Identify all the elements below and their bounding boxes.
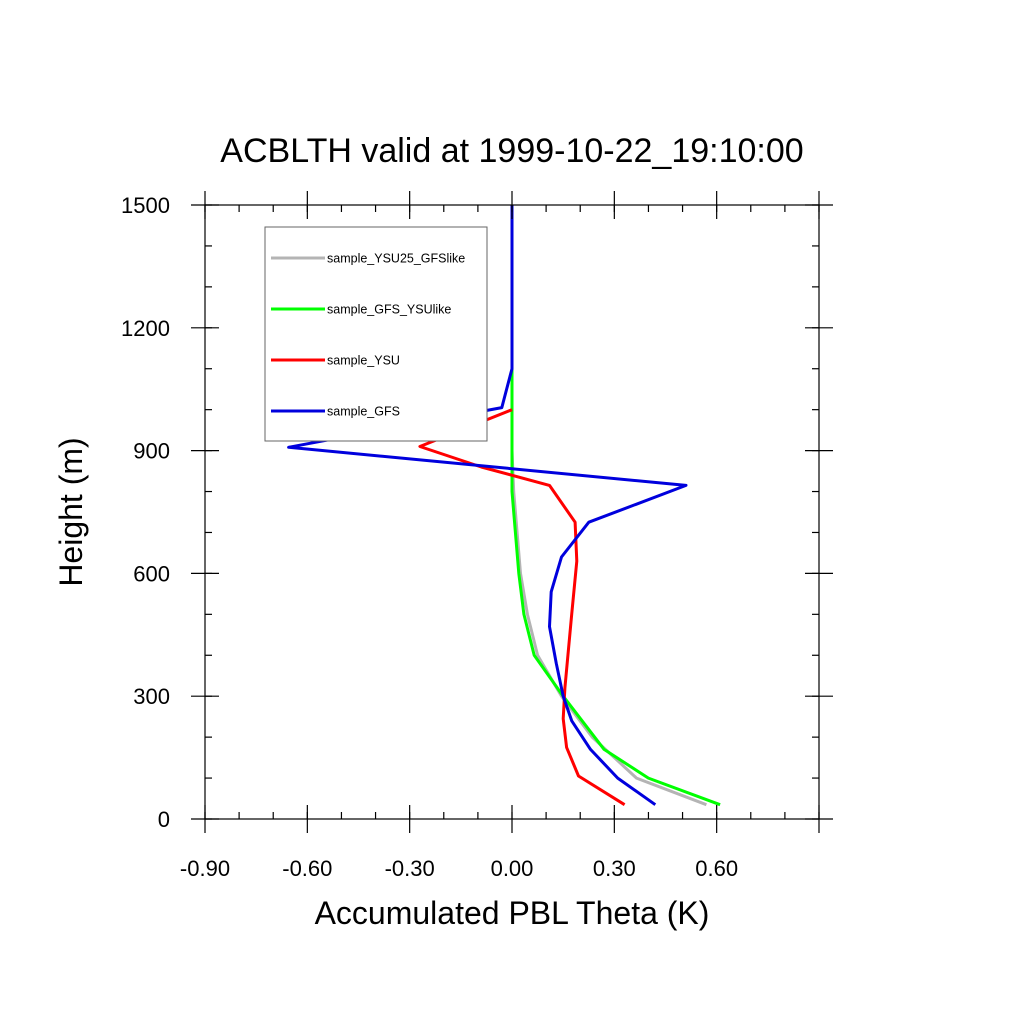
x-tick-label: 0.30 <box>593 856 636 881</box>
x-tick-label: -0.60 <box>282 856 332 881</box>
x-tick-label: 0.60 <box>695 856 738 881</box>
legend-label: sample_GFS_YSUlike <box>327 303 451 317</box>
legend: sample_YSU25_GFSlike sample_GFS_YSUlikesa… <box>264 226 488 442</box>
y-axis-label: Height (m) <box>53 437 89 586</box>
axis-ticks: -0.90 -0.60 -0.30 0.00 0.30 0.60 0 300 600 900 120… <box>121 191 833 881</box>
x-axis-label: Accumulated PBL Theta (K) <box>315 895 710 931</box>
x-tick-label: 0.00 <box>491 856 534 881</box>
x-tick-label: -0.30 <box>385 856 435 881</box>
series-line-sample_GFS_YSUlike <box>510 205 721 807</box>
y-tick-label: 900 <box>133 439 170 464</box>
series-line-sample_YSU25_GFSlike <box>510 205 707 807</box>
legend-label: sample_YSU <box>327 354 400 368</box>
x-tick-label: -0.90 <box>180 856 230 881</box>
y-tick-label: 300 <box>133 684 170 709</box>
y-tick-label: 0 <box>158 807 170 832</box>
legend-box <box>264 226 488 442</box>
legend-label: sample_GFS <box>327 405 400 419</box>
legend-label: sample_YSU25_GFSlike <box>327 252 465 266</box>
y-tick-label: 1200 <box>121 316 170 341</box>
y-tick-label: 1500 <box>121 193 170 218</box>
y-tick-label: 600 <box>133 561 170 586</box>
chart-title: ACBLTH valid at 1999-10-22_19:10:00 <box>220 132 803 170</box>
